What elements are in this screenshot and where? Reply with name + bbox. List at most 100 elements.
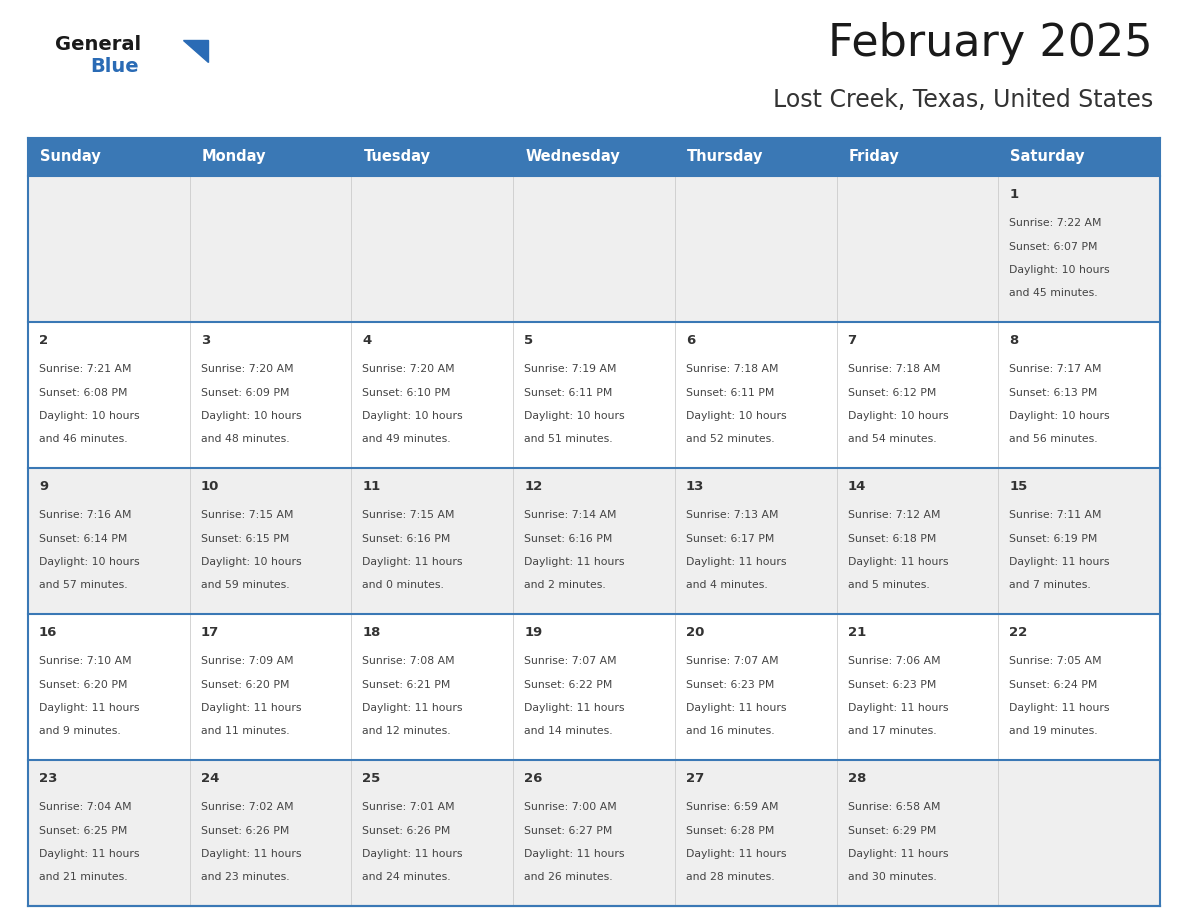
Text: Monday: Monday [202, 150, 266, 164]
Text: and 17 minutes.: and 17 minutes. [847, 726, 936, 736]
Text: Sunset: 6:20 PM: Sunset: 6:20 PM [39, 679, 127, 689]
Text: and 24 minutes.: and 24 minutes. [362, 872, 451, 882]
Text: Daylight: 11 hours: Daylight: 11 hours [685, 557, 786, 567]
Text: 11: 11 [362, 480, 380, 493]
Text: 7: 7 [847, 334, 857, 347]
Bar [29, 468, 1159, 614]
Text: Daylight: 11 hours: Daylight: 11 hours [524, 703, 625, 713]
Text: Sunset: 6:23 PM: Sunset: 6:23 PM [847, 679, 936, 689]
Text: Sunrise: 6:59 AM: Sunrise: 6:59 AM [685, 802, 778, 812]
Text: and 2 minutes.: and 2 minutes. [524, 580, 606, 590]
Bar [29, 138, 190, 176]
Text: Sunset: 6:11 PM: Sunset: 6:11 PM [685, 387, 775, 397]
Text: Sunrise: 7:09 AM: Sunrise: 7:09 AM [201, 656, 293, 666]
Bar [513, 138, 675, 176]
Text: Sunset: 6:26 PM: Sunset: 6:26 PM [362, 825, 450, 835]
Text: Sunset: 6:20 PM: Sunset: 6:20 PM [201, 679, 289, 689]
Text: and 28 minutes.: and 28 minutes. [685, 872, 775, 882]
Text: Daylight: 11 hours: Daylight: 11 hours [685, 703, 786, 713]
Text: Sunrise: 7:05 AM: Sunrise: 7:05 AM [1010, 656, 1102, 666]
Text: Sunrise: 7:17 AM: Sunrise: 7:17 AM [1010, 364, 1101, 374]
Text: and 5 minutes.: and 5 minutes. [847, 580, 929, 590]
Bar [29, 176, 1159, 322]
Text: 5: 5 [524, 334, 533, 347]
Text: Sunset: 6:11 PM: Sunset: 6:11 PM [524, 387, 613, 397]
Text: and 11 minutes.: and 11 minutes. [201, 726, 290, 736]
Text: and 9 minutes.: and 9 minutes. [39, 726, 121, 736]
Text: Daylight: 11 hours: Daylight: 11 hours [39, 849, 139, 859]
Text: and 23 minutes.: and 23 minutes. [201, 872, 290, 882]
Text: Friday: Friday [848, 150, 899, 164]
Text: 12: 12 [524, 480, 543, 493]
Text: Daylight: 10 hours: Daylight: 10 hours [524, 411, 625, 421]
Text: Sunset: 6:25 PM: Sunset: 6:25 PM [39, 825, 127, 835]
Text: 13: 13 [685, 480, 704, 493]
Text: Sunrise: 7:10 AM: Sunrise: 7:10 AM [39, 656, 132, 666]
Text: Sunrise: 7:02 AM: Sunrise: 7:02 AM [201, 802, 293, 812]
Text: Daylight: 11 hours: Daylight: 11 hours [1010, 703, 1110, 713]
Text: Sunrise: 6:58 AM: Sunrise: 6:58 AM [847, 802, 940, 812]
Text: Sunrise: 7:07 AM: Sunrise: 7:07 AM [685, 656, 778, 666]
Text: Daylight: 11 hours: Daylight: 11 hours [362, 849, 463, 859]
Text: Daylight: 11 hours: Daylight: 11 hours [1010, 557, 1110, 567]
Text: Sunset: 6:24 PM: Sunset: 6:24 PM [1010, 679, 1098, 689]
Text: 20: 20 [685, 626, 704, 639]
Text: 17: 17 [201, 626, 219, 639]
Text: and 59 minutes.: and 59 minutes. [201, 580, 290, 590]
Text: Thursday: Thursday [687, 150, 763, 164]
Text: Tuesday: Tuesday [364, 150, 430, 164]
Text: Sunset: 6:09 PM: Sunset: 6:09 PM [201, 387, 289, 397]
Text: Sunrise: 7:08 AM: Sunrise: 7:08 AM [362, 656, 455, 666]
Text: Daylight: 10 hours: Daylight: 10 hours [201, 557, 302, 567]
Text: Daylight: 11 hours: Daylight: 11 hours [847, 703, 948, 713]
Text: Wednesday: Wednesday [525, 150, 620, 164]
Text: and 30 minutes.: and 30 minutes. [847, 872, 936, 882]
Text: Sunset: 6:19 PM: Sunset: 6:19 PM [1010, 533, 1098, 543]
Text: 27: 27 [685, 772, 704, 785]
Text: Sunset: 6:15 PM: Sunset: 6:15 PM [201, 533, 289, 543]
Text: Daylight: 11 hours: Daylight: 11 hours [847, 849, 948, 859]
Text: Daylight: 10 hours: Daylight: 10 hours [1010, 411, 1110, 421]
Text: Daylight: 11 hours: Daylight: 11 hours [847, 557, 948, 567]
Text: Sunrise: 7:21 AM: Sunrise: 7:21 AM [39, 364, 132, 374]
Text: 10: 10 [201, 480, 219, 493]
Text: Daylight: 11 hours: Daylight: 11 hours [39, 703, 139, 713]
Text: 25: 25 [362, 772, 380, 785]
Text: Sunrise: 7:15 AM: Sunrise: 7:15 AM [201, 510, 293, 520]
Text: 18: 18 [362, 626, 381, 639]
Bar [29, 322, 1159, 468]
Text: Sunset: 6:22 PM: Sunset: 6:22 PM [524, 679, 613, 689]
Text: 28: 28 [847, 772, 866, 785]
Text: Daylight: 11 hours: Daylight: 11 hours [201, 849, 302, 859]
Text: Sunrise: 7:18 AM: Sunrise: 7:18 AM [685, 364, 778, 374]
Text: Sunset: 6:29 PM: Sunset: 6:29 PM [847, 825, 936, 835]
Text: and 26 minutes.: and 26 minutes. [524, 872, 613, 882]
Text: Sunset: 6:12 PM: Sunset: 6:12 PM [847, 387, 936, 397]
Text: and 54 minutes.: and 54 minutes. [847, 434, 936, 444]
Text: 21: 21 [847, 626, 866, 639]
Text: Sunset: 6:28 PM: Sunset: 6:28 PM [685, 825, 775, 835]
Text: Sunset: 6:18 PM: Sunset: 6:18 PM [847, 533, 936, 543]
Text: Sunset: 6:27 PM: Sunset: 6:27 PM [524, 825, 613, 835]
Text: and 45 minutes.: and 45 minutes. [1010, 288, 1098, 298]
Text: Daylight: 10 hours: Daylight: 10 hours [847, 411, 948, 421]
Text: 23: 23 [39, 772, 57, 785]
Text: Sunset: 6:21 PM: Sunset: 6:21 PM [362, 679, 450, 689]
Text: 26: 26 [524, 772, 543, 785]
Text: 19: 19 [524, 626, 543, 639]
Bar [29, 614, 1159, 760]
Bar [190, 138, 352, 176]
Text: 1: 1 [1010, 188, 1018, 201]
Text: and 46 minutes.: and 46 minutes. [39, 434, 127, 444]
Bar [998, 138, 1159, 176]
Text: and 0 minutes.: and 0 minutes. [362, 580, 444, 590]
Text: Sunrise: 7:16 AM: Sunrise: 7:16 AM [39, 510, 132, 520]
Text: Daylight: 10 hours: Daylight: 10 hours [1010, 265, 1110, 275]
Text: and 56 minutes.: and 56 minutes. [1010, 434, 1098, 444]
Text: and 19 minutes.: and 19 minutes. [1010, 726, 1098, 736]
Text: February 2025: February 2025 [828, 22, 1154, 65]
Bar [352, 138, 513, 176]
Text: Sunset: 6:10 PM: Sunset: 6:10 PM [362, 387, 451, 397]
Text: Sunset: 6:13 PM: Sunset: 6:13 PM [1010, 387, 1098, 397]
Text: Sunrise: 7:13 AM: Sunrise: 7:13 AM [685, 510, 778, 520]
